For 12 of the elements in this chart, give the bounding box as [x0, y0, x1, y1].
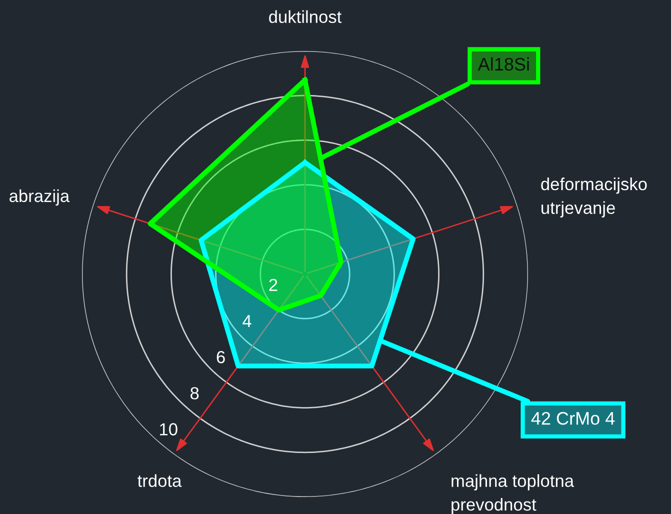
- y-tick-label: 4: [242, 315, 252, 328]
- text: Al18Si: [478, 57, 529, 71]
- y-tick-label: 8: [190, 387, 199, 400]
- spoke-label: duktilnost: [269, 10, 342, 24]
- spoke-label: trdota: [138, 474, 182, 487]
- y-tick-label: 2: [269, 278, 278, 291]
- spoke-label: majhna toplotna prevodnost: [452, 474, 574, 514]
- text: 42 CrMo 4: [531, 412, 615, 425]
- y-tick-label: 10: [160, 423, 178, 436]
- spoke-label: deformacijsko utrjevanje: [541, 178, 647, 218]
- y-tick-label: 6: [216, 350, 225, 364]
- spoke-label: abrazija: [10, 189, 70, 206]
